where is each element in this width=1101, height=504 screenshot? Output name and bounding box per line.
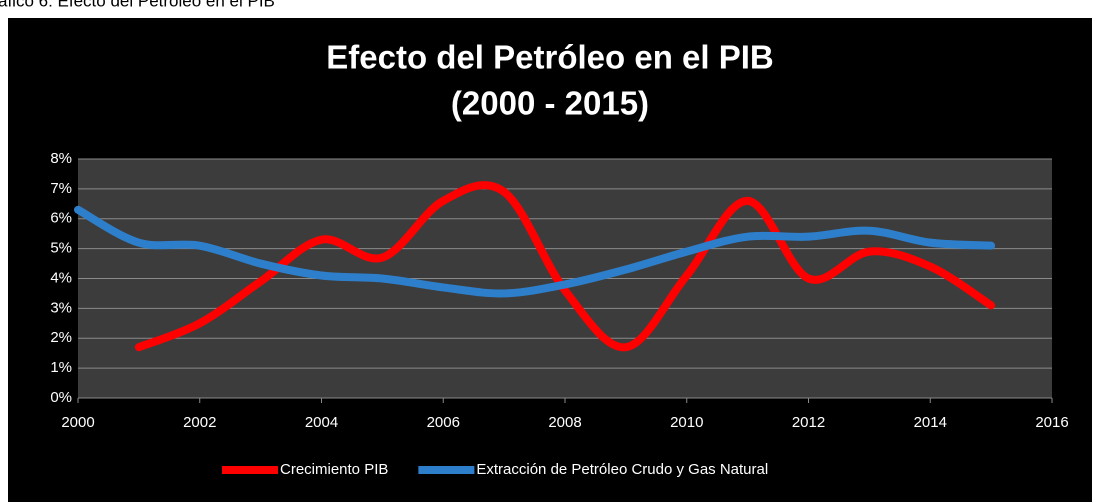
line-series bbox=[134, 181, 996, 352]
chart-title: Efecto del Petróleo en el PIB bbox=[326, 39, 773, 76]
x-tick-label: 2000 bbox=[61, 414, 94, 431]
x-tick-label: 2006 bbox=[427, 414, 460, 431]
legend-label: Crecimiento PIB bbox=[280, 461, 388, 478]
chart-subtitle: (2000 - 2015) bbox=[451, 85, 649, 122]
y-tick-label: 5% bbox=[50, 240, 72, 257]
y-tick-label: 3% bbox=[50, 299, 72, 316]
y-tick-label: 2% bbox=[50, 329, 72, 346]
y-tick-label: 8% bbox=[50, 150, 72, 167]
caption: áfico 6: Efecto del Petróleo en el PIB bbox=[0, 0, 275, 10]
x-tick-label: 2002 bbox=[183, 414, 216, 431]
y-tick-label: 4% bbox=[50, 269, 72, 286]
x-tick-label: 2012 bbox=[792, 414, 825, 431]
y-tick-label: 1% bbox=[50, 359, 72, 376]
x-tick-label: 2010 bbox=[670, 414, 703, 431]
x-tick-label: 2008 bbox=[548, 414, 581, 431]
y-tick-label: 7% bbox=[50, 180, 72, 197]
x-tick-label: 2016 bbox=[1035, 414, 1068, 431]
legend-label: Extracción de Petróleo Crudo y Gas Natur… bbox=[476, 461, 768, 478]
x-tick-label: 2004 bbox=[305, 414, 338, 431]
line-series bbox=[74, 205, 996, 298]
y-tick-label: 0% bbox=[50, 389, 72, 406]
y-tick-label: 6% bbox=[50, 210, 72, 227]
x-tick-label: 2014 bbox=[914, 414, 947, 431]
